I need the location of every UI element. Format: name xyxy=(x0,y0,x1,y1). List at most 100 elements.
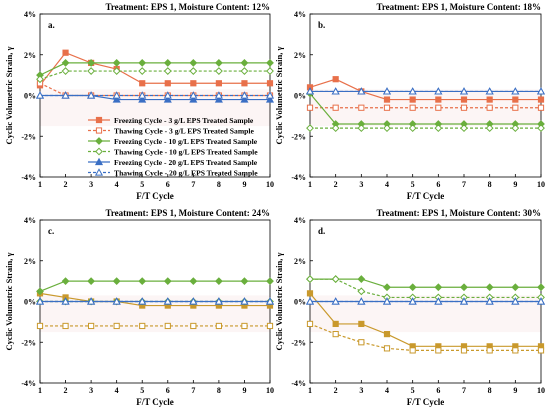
x-tick-label: 2 xyxy=(334,386,338,395)
data-point xyxy=(331,297,340,305)
x-tick-label: 5 xyxy=(140,180,144,189)
data-point xyxy=(485,283,494,292)
data-point xyxy=(163,95,172,103)
x-tick-label: 1 xyxy=(38,180,42,189)
data-point xyxy=(240,95,249,103)
data-point xyxy=(62,49,69,56)
data-point xyxy=(409,347,416,354)
data-point xyxy=(306,320,314,328)
data-point xyxy=(164,80,171,87)
y-tick-label: 4% xyxy=(294,216,306,225)
data-point xyxy=(163,67,172,75)
data-point xyxy=(61,91,70,99)
y-tick-label: -4% xyxy=(291,173,306,182)
data-point xyxy=(36,75,44,84)
data-point xyxy=(87,277,96,286)
chart-panel-1: -4% -2% 0% 2% 4% 1 2 3 4 5 6 7 8 9 10 F/T Cycle Cyclic V… xyxy=(4,2,275,201)
data-point xyxy=(305,87,315,95)
data-point xyxy=(460,347,468,354)
x-tick-label: 6 xyxy=(166,180,170,189)
data-point xyxy=(189,91,198,99)
data-point xyxy=(189,297,198,305)
series-line-5 xyxy=(40,94,270,101)
data-point xyxy=(163,277,172,286)
x-tick-label: 3 xyxy=(359,386,363,395)
legend-swatch-marker xyxy=(95,147,103,156)
data-point xyxy=(434,124,443,133)
data-point xyxy=(61,67,70,75)
x-tick-label: 2 xyxy=(334,180,338,189)
legend-swatch-marker xyxy=(94,157,104,166)
data-point xyxy=(306,124,314,133)
data-point xyxy=(536,87,546,95)
x-tick-label: 5 xyxy=(140,386,144,395)
data-point xyxy=(486,104,493,111)
data-point xyxy=(138,297,147,305)
data-point xyxy=(87,67,96,75)
x-tick-label: 2 xyxy=(64,180,68,189)
data-point xyxy=(61,277,70,286)
data-point xyxy=(240,58,249,67)
data-point xyxy=(459,87,469,95)
chart-panel-4: -4% -2% 0% 2% 4% 1 2 3 4 5 6 7 8 9 10 F/T Cycle Cyclic V… xyxy=(274,208,546,407)
data-point xyxy=(163,58,172,67)
data-point xyxy=(113,322,120,330)
y-axis-label: Cyclic Volumetric Strain, γ xyxy=(4,47,14,145)
data-point xyxy=(214,277,223,286)
data-point xyxy=(61,58,70,67)
data-point xyxy=(332,331,339,338)
data-point xyxy=(62,322,69,330)
data-point xyxy=(537,104,545,111)
data-point xyxy=(240,67,249,75)
data-point xyxy=(382,297,392,305)
data-point xyxy=(87,91,96,99)
data-point xyxy=(266,322,274,330)
legend-label: Freezing Cycle - 20 g/L EPS Treated Samp… xyxy=(114,158,258,167)
chart-panel-3: -4% -2% 0% 2% 4% 1 2 3 4 5 6 7 8 9 10 F/T Cycle Cyclic V… xyxy=(4,208,275,407)
data-point xyxy=(112,277,121,286)
data-point xyxy=(383,345,391,352)
x-axis-label: F/T Cycle xyxy=(407,191,445,201)
data-point xyxy=(138,91,147,99)
x-tick-label: 7 xyxy=(462,386,466,395)
data-point xyxy=(512,96,519,103)
data-point xyxy=(36,322,44,330)
data-point xyxy=(537,96,545,103)
data-point xyxy=(36,287,44,296)
x-tick-label: 4 xyxy=(115,386,119,395)
data-point xyxy=(214,91,223,99)
data-point xyxy=(537,347,545,354)
data-point xyxy=(383,104,391,111)
x-axis-label: F/T Cycle xyxy=(136,191,174,201)
data-point xyxy=(139,80,146,87)
panel-label: a. xyxy=(48,20,55,30)
x-tick-label: 4 xyxy=(115,180,119,189)
data-point xyxy=(357,287,366,296)
data-point xyxy=(383,96,391,103)
data-point xyxy=(357,297,366,305)
legend-swatch-marker xyxy=(95,127,103,134)
data-point xyxy=(357,124,366,133)
data-point xyxy=(511,87,520,95)
data-point xyxy=(35,91,45,99)
data-point xyxy=(214,67,223,75)
series-line-1 xyxy=(39,292,270,307)
x-tick-label: 10 xyxy=(537,180,545,189)
legend-label: Freezing Cycle - 10 g/L EPS Treated Samp… xyxy=(114,137,258,146)
x-tick-label: 9 xyxy=(242,386,246,395)
x-tick-label: 8 xyxy=(217,180,221,189)
x-tick-label: 9 xyxy=(513,386,517,395)
x-tick-label: 3 xyxy=(89,386,93,395)
data-point xyxy=(435,104,442,111)
x-axis-label: F/T Cycle xyxy=(407,397,445,407)
y-tick-label: 4% xyxy=(24,10,36,19)
data-point xyxy=(332,320,339,328)
data-point xyxy=(266,67,274,75)
x-tick-label: 6 xyxy=(436,386,440,395)
data-point xyxy=(215,80,222,87)
data-point xyxy=(383,124,391,133)
data-point xyxy=(215,322,222,330)
x-tick-label: 8 xyxy=(217,386,221,395)
data-point xyxy=(265,95,275,103)
